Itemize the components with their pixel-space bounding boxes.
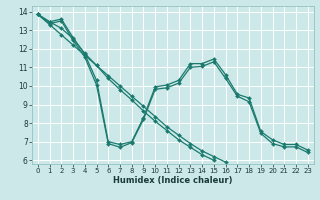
X-axis label: Humidex (Indice chaleur): Humidex (Indice chaleur) [113, 176, 233, 185]
